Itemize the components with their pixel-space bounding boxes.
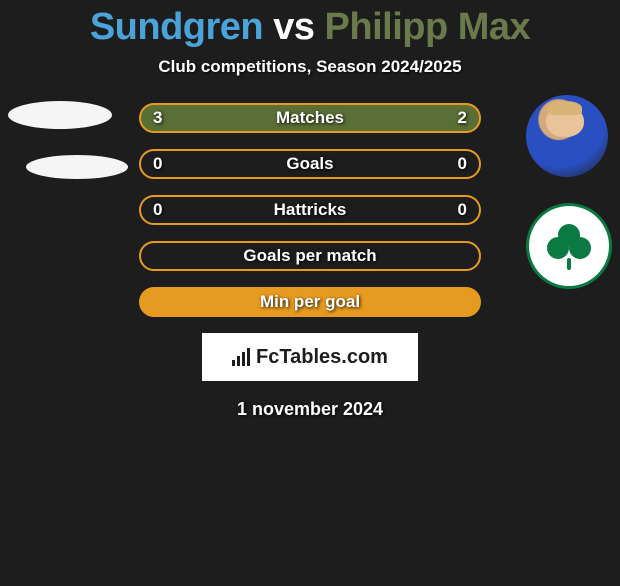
comparison-date: 1 november 2024: [0, 399, 620, 420]
player1-avatar-placeholder: [8, 101, 112, 129]
stat-row-hattricks: 0 Hattricks 0: [139, 195, 481, 225]
stat-row-goals: 0 Goals 0: [139, 149, 481, 179]
clover-icon: [547, 224, 591, 268]
stat-label: Matches: [276, 108, 344, 128]
stat-value-right: 0: [451, 200, 467, 220]
stat-value-right: 2: [451, 108, 467, 128]
player1-club-placeholder: [26, 155, 128, 179]
stat-value-right: 0: [451, 154, 467, 174]
title-player2: Philipp Max: [325, 6, 531, 48]
stat-label: Goals per match: [243, 246, 376, 266]
right-avatars-column: [526, 101, 612, 289]
stat-row-goals-per-match: Goals per match: [139, 241, 481, 271]
title-player1: Sundgren: [90, 6, 263, 48]
competition-subtitle: Club competitions, Season 2024/2025: [0, 57, 620, 77]
chart-bars-icon: [232, 348, 250, 366]
stat-label: Hattricks: [274, 200, 347, 220]
player2-club-badge: [526, 203, 612, 289]
left-avatars-column: [8, 101, 128, 179]
stat-rows: 3 Matches 2 0 Goals 0 0 Hattricks 0 Goals per mat…: [139, 101, 481, 317]
player2-avatar: [526, 95, 608, 177]
stat-value-left: 3: [153, 108, 169, 128]
logo-label: FcTables.com: [256, 346, 388, 369]
stat-label: Min per goal: [260, 292, 360, 312]
stat-value-left: 0: [153, 154, 169, 174]
title-vs: vs: [273, 6, 314, 48]
stat-row-matches: 3 Matches 2: [139, 103, 481, 133]
stat-row-min-per-goal: Min per goal: [139, 287, 481, 317]
stat-label: Goals: [286, 154, 333, 174]
stats-area: 3 Matches 2 0 Goals 0 0 Hattricks 0 Goals per mat…: [0, 101, 620, 317]
site-logo[interactable]: FcTables.com: [202, 333, 418, 381]
stat-value-left: 0: [153, 200, 169, 220]
comparison-title: Sundgren vs Philipp Max: [0, 6, 620, 49]
